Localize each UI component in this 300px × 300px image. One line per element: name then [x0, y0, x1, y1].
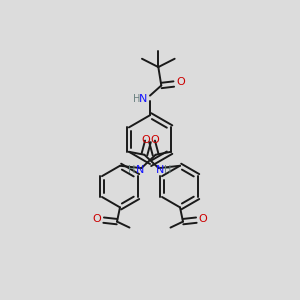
Text: N: N [139, 94, 148, 103]
Text: O: O [176, 76, 185, 87]
Text: H: H [164, 165, 172, 175]
Text: H: H [133, 94, 140, 103]
Text: O: O [93, 214, 101, 224]
Text: O: O [150, 135, 159, 145]
Text: N: N [136, 165, 144, 175]
Text: O: O [141, 135, 150, 145]
Text: H: H [128, 165, 136, 175]
Text: N: N [156, 165, 164, 175]
Text: O: O [199, 214, 207, 224]
